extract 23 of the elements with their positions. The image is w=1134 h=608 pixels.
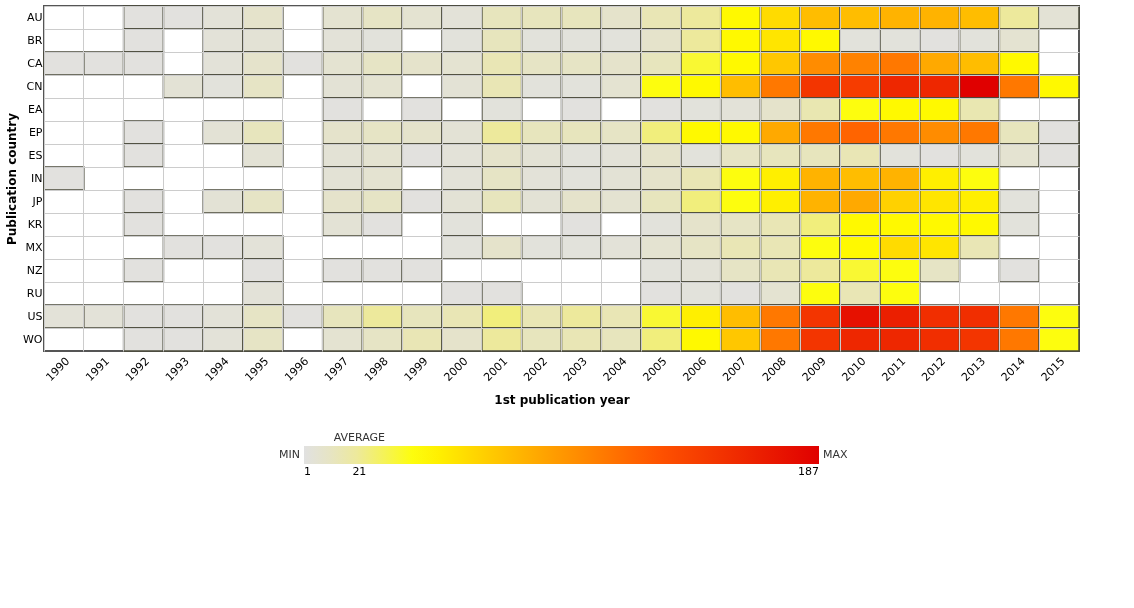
color-bar-label: 1 [304,465,311,478]
y-tick-label: ES [28,148,43,162]
y-tick-label: EA [28,102,43,116]
text: MIN [279,448,300,461]
y-axis-title: Publication country [4,112,19,246]
y-tick-label: JP [31,194,43,208]
y-tick-label: KR [27,217,43,231]
y-tick-label: CN [26,79,43,93]
y-tick-label: EP [28,125,43,139]
y-tick-label: IN [31,171,43,185]
x-axis-title: 1st publication year [494,393,630,408]
y-tick-label: AU [26,10,43,24]
color-bar-label: 187 [798,465,819,478]
y-tick-label: NZ [26,263,43,277]
y-tick-label: MX [25,240,43,254]
color-bar-label: 21 [352,465,367,478]
y-tick-label: US [27,309,43,323]
y-tick-label: WO [22,332,43,346]
text: AVERAGE [333,431,386,444]
y-tick-label: BR [27,33,43,47]
y-tick-label: RU [26,286,43,300]
text: MAX [823,448,849,461]
y-tick-label: CA [27,56,43,70]
